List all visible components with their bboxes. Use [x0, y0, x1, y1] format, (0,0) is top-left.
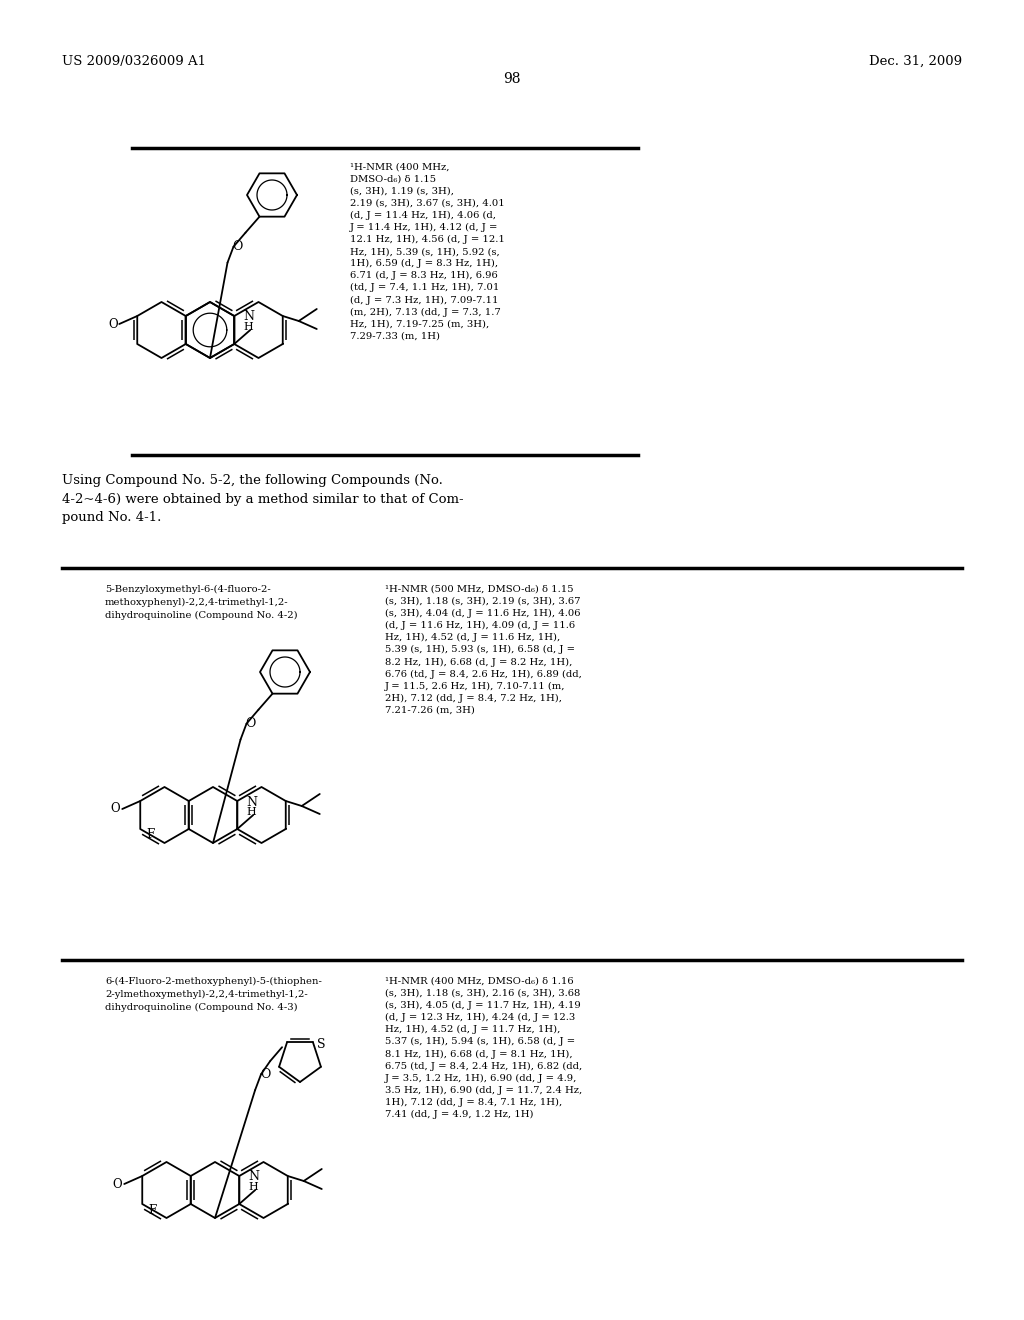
Text: N: N — [243, 310, 254, 323]
Text: F: F — [148, 1204, 157, 1217]
Text: S: S — [316, 1038, 326, 1051]
Text: H: H — [244, 322, 253, 333]
Text: O: O — [113, 1177, 122, 1191]
Text: O: O — [109, 318, 118, 330]
Text: O: O — [260, 1068, 270, 1081]
Text: 6-(4-Fluoro-2-methoxyphenyl)-5-(thiophen-
2-ylmethoxymethyl)-2,2,4-trimethyl-1,2: 6-(4-Fluoro-2-methoxyphenyl)-5-(thiophen… — [105, 977, 322, 1011]
Text: O: O — [232, 240, 243, 253]
Text: ¹H-NMR (400 MHz, DMSO-d₆) δ 1.16
(s, 3H), 1.18 (s, 3H), 2.16 (s, 3H), 3.68
(s, 3: ¹H-NMR (400 MHz, DMSO-d₆) δ 1.16 (s, 3H)… — [385, 977, 583, 1119]
Text: F: F — [146, 829, 155, 842]
Text: H: H — [249, 1181, 258, 1192]
Text: Dec. 31, 2009: Dec. 31, 2009 — [869, 55, 962, 69]
Text: O: O — [246, 717, 256, 730]
Text: US 2009/0326009 A1: US 2009/0326009 A1 — [62, 55, 206, 69]
Text: O: O — [111, 803, 120, 816]
Text: Using Compound No. 5-2, the following Compounds (No.
4-2~4-6) were obtained by a: Using Compound No. 5-2, the following Co… — [62, 474, 464, 524]
Text: H: H — [247, 807, 256, 817]
Text: N: N — [248, 1171, 259, 1184]
Text: N: N — [246, 796, 257, 808]
Text: ¹H-NMR (400 MHz,
DMSO-d₆) δ 1.15
(s, 3H), 1.19 (s, 3H),
2.19 (s, 3H), 3.67 (s, 3: ¹H-NMR (400 MHz, DMSO-d₆) δ 1.15 (s, 3H)… — [350, 162, 505, 341]
Text: 5-Benzyloxymethyl-6-(4-fluoro-2-
methoxyphenyl)-2,2,4-trimethyl-1,2-
dihydroquin: 5-Benzyloxymethyl-6-(4-fluoro-2- methoxy… — [105, 585, 298, 619]
Text: 98: 98 — [503, 73, 521, 86]
Text: ¹H-NMR (500 MHz, DMSO-d₆) δ 1.15
(s, 3H), 1.18 (s, 3H), 2.19 (s, 3H), 3.67
(s, 3: ¹H-NMR (500 MHz, DMSO-d₆) δ 1.15 (s, 3H)… — [385, 585, 582, 715]
